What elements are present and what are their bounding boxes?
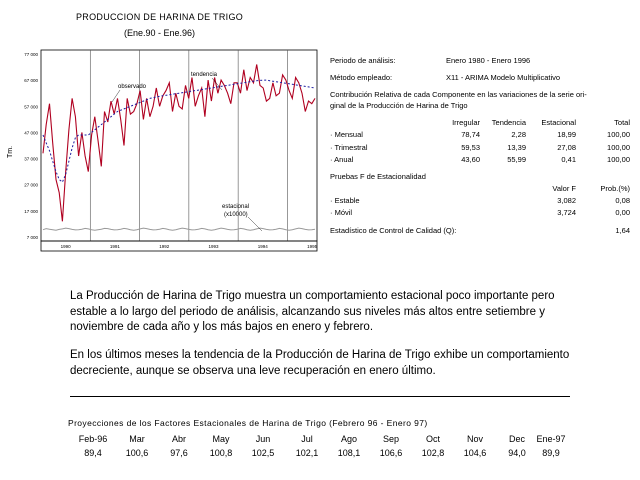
row-trimestral-estacional: 27,08 bbox=[557, 143, 576, 152]
projection-month: Jul bbox=[301, 434, 313, 444]
row-trimestral-tendencia: 13,39 bbox=[507, 143, 526, 152]
contribucion-line1: Contribución Relativa de cada Componente… bbox=[330, 90, 587, 99]
y-tick-label: 27 000 bbox=[24, 183, 38, 188]
row-anual-tendencia: 55,99 bbox=[507, 155, 526, 164]
y-tick-label: 57 000 bbox=[24, 104, 38, 109]
pruebas-title: Pruebas F de Estacionalidad bbox=[330, 172, 426, 181]
projection-month: Jun bbox=[255, 434, 271, 444]
series-tendencia bbox=[42, 79, 316, 183]
row-mensual-irregular: 78,74 bbox=[461, 130, 480, 139]
row-mensual-estacional: 18,99 bbox=[557, 130, 576, 139]
series-observado bbox=[42, 64, 316, 222]
pruebas-header-prob: Prob.(%) bbox=[600, 184, 630, 193]
y-axis-label: Tm. bbox=[7, 146, 14, 158]
metodo-label: Método empleado: bbox=[330, 73, 393, 82]
annotation-estacional-leader bbox=[247, 216, 263, 232]
row-anual-total: 100,00 bbox=[607, 155, 630, 164]
projection-month: Ene-97 bbox=[536, 434, 566, 444]
projection-month: Feb-96 bbox=[78, 434, 108, 444]
periodo-label: Periodo de análisis: bbox=[330, 56, 396, 65]
y-tick-label: 77 000 bbox=[24, 52, 38, 57]
header-tendencia: Tendencia bbox=[491, 118, 526, 127]
projection-month: May bbox=[212, 434, 230, 444]
x-axis-band bbox=[40, 240, 318, 252]
projection-value: 104,6 bbox=[463, 448, 487, 458]
y-tick-label: 67 000 bbox=[24, 78, 38, 83]
divider bbox=[70, 396, 570, 397]
projection-month: Oct bbox=[425, 434, 440, 444]
projection-month: Sep bbox=[382, 434, 399, 444]
pruebas-header-valor-f: Valor F bbox=[552, 184, 576, 193]
annotation-observado: observado bbox=[118, 84, 147, 90]
projection-month: Dec bbox=[508, 434, 525, 444]
x-tick-label: 1991 bbox=[110, 244, 121, 249]
projection-month: Mar bbox=[129, 434, 145, 444]
control-label: Estadístico de Control de Calidad (Q): bbox=[330, 226, 457, 235]
x-tick-label: 1993 bbox=[208, 244, 219, 249]
projection-month: Abr bbox=[171, 434, 186, 444]
row-mensual-total: 100,00 bbox=[607, 130, 630, 139]
row-trimestral-total: 100,00 bbox=[607, 143, 630, 152]
header-estacional: Estacional bbox=[541, 118, 576, 127]
projection-value: 102,1 bbox=[295, 448, 319, 458]
projection-value: 89,4 bbox=[84, 448, 102, 458]
annotation-estacional: estacional bbox=[222, 204, 249, 210]
x-tick-label: 1990 bbox=[61, 244, 72, 249]
row-anual-estacional: 0,41 bbox=[561, 155, 576, 164]
annotation-observado-leader bbox=[111, 89, 121, 103]
control-value: 1,64 bbox=[615, 226, 630, 235]
projection-value: 108,1 bbox=[337, 448, 361, 458]
header-total: Total bbox=[614, 118, 630, 127]
paragraph-tendencia: En los últimos meses la tendencia de la … bbox=[70, 349, 570, 377]
projection-value: 89,9 bbox=[542, 448, 560, 458]
projection-value: 97,6 bbox=[170, 448, 188, 458]
periodo-value: Enero 1980 - Enero 1996 bbox=[446, 56, 531, 65]
pruebas-estable-valor: 3,082 bbox=[557, 196, 576, 205]
production-chart: Tm. 77 000 67 000 57 000 47 000 37 000 27 000… bbox=[7, 49, 318, 252]
row-anual-label: · Anual bbox=[330, 155, 354, 164]
projection-value: 102,5 bbox=[251, 448, 275, 458]
chart-subtitle: (Ene.90 - Ene.96) bbox=[124, 28, 196, 38]
metodo-value: X11 - ARIMA Modelo Multiplicativo bbox=[446, 73, 561, 82]
x-tick-label: 1992 bbox=[159, 244, 170, 249]
row-anual-irregular: 43,60 bbox=[461, 155, 480, 164]
contribucion-line2: ginal de la Producción de Harina de Trig… bbox=[330, 101, 468, 110]
x-tick-label: 1994 bbox=[258, 244, 269, 249]
y-tick-label: 7 000 bbox=[27, 235, 39, 240]
y-tick-label: 37 000 bbox=[24, 157, 38, 162]
row-mensual-label: · Mensual bbox=[330, 130, 363, 139]
projection-value: 102,8 bbox=[421, 448, 445, 458]
pruebas-movil-prob: 0,00 bbox=[615, 208, 630, 217]
annotation-estacional-scale: (x10000) bbox=[224, 212, 248, 218]
pruebas-movil-valor: 3,724 bbox=[557, 208, 576, 217]
row-mensual-tendencia: 2,28 bbox=[511, 130, 526, 139]
projection-value: 106,6 bbox=[379, 448, 403, 458]
header-irregular: Irregular bbox=[452, 118, 480, 127]
row-trimestral-label: · Trimestral bbox=[330, 143, 368, 152]
pruebas-estable-prob: 0,08 bbox=[615, 196, 630, 205]
plot-frame bbox=[40, 49, 318, 242]
annotation-tendencia-leader bbox=[211, 77, 223, 91]
projection-value: 94,0 bbox=[508, 448, 526, 458]
y-tick-label: 17 000 bbox=[24, 209, 38, 214]
series-estacional bbox=[42, 227, 316, 231]
row-trimestral-irregular: 59,53 bbox=[461, 143, 480, 152]
x-tick-label: 1995 bbox=[307, 244, 318, 249]
y-tick-label: 47 000 bbox=[24, 130, 38, 135]
projection-value: 100,8 bbox=[209, 448, 233, 458]
pruebas-estable-label: · Estable bbox=[330, 196, 360, 205]
pruebas-movil-label: · Móvil bbox=[330, 208, 353, 217]
annotation-tendencia: tendencia bbox=[191, 72, 218, 78]
projection-month: Nov bbox=[466, 434, 483, 444]
paragraph-estacionalidad: La Producción de Harina de Trigo muestra… bbox=[70, 290, 555, 333]
projection-value: 100,6 bbox=[125, 448, 149, 458]
chart-title: PRODUCCION DE HARINA DE TRIGO bbox=[76, 12, 244, 22]
projections-title: Proyecciones de los Factores Estacionale… bbox=[68, 418, 428, 428]
projection-month: Ago bbox=[340, 434, 357, 444]
